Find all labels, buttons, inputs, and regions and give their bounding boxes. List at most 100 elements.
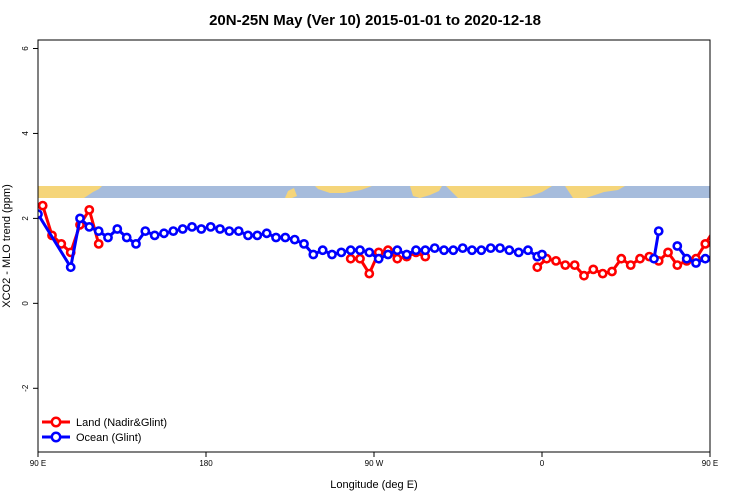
data-point [588, 264, 599, 275]
data-point [700, 239, 710, 249]
data-point [38, 200, 48, 211]
data-point [383, 249, 393, 260]
map-land-shape [506, 188, 518, 197]
data-point [560, 260, 571, 270]
data-point [700, 253, 710, 264]
data-point [579, 270, 589, 281]
data-point [392, 253, 403, 264]
data-point [261, 228, 272, 239]
data-point [681, 253, 692, 264]
data-point [495, 243, 505, 253]
data-point [504, 245, 515, 256]
data-point [373, 253, 384, 264]
data-point [720, 155, 727, 162]
series-line [535, 233, 710, 278]
map-land-shape [446, 186, 552, 198]
data-point [355, 253, 365, 264]
data-point [177, 224, 188, 234]
legend-item-land: Land (Nadir&Glint) [42, 416, 167, 429]
data-point [523, 245, 533, 256]
data-point [131, 238, 141, 249]
data-point [317, 245, 328, 256]
data-point [140, 226, 151, 236]
data-point [467, 245, 477, 256]
y-tick-label: 4 [21, 131, 30, 136]
data-point [168, 226, 179, 236]
data-point [625, 260, 636, 270]
data-point [252, 230, 263, 241]
data-point [476, 245, 487, 256]
x-axis-label: Longitude (deg E) [330, 479, 417, 491]
data-point [709, 246, 710, 250]
data-point [457, 243, 468, 253]
map-land-shape [410, 186, 442, 198]
data-point [513, 247, 524, 258]
data-point [401, 249, 412, 260]
data-point [616, 253, 627, 264]
data-point [159, 228, 169, 239]
data-point [429, 243, 440, 253]
map-strip [38, 186, 710, 198]
map-land-shape [285, 188, 297, 198]
data-point [653, 226, 664, 236]
data-point [411, 245, 421, 256]
map-land-shape [565, 186, 625, 198]
data-point [280, 232, 291, 243]
series-line [675, 244, 707, 265]
data-point [345, 245, 356, 256]
data-point [569, 260, 580, 270]
x-tick-label: 90 E [702, 459, 718, 468]
legend: Land (Nadir&Glint) Ocean (Glint) [42, 416, 167, 444]
data-point [121, 232, 132, 243]
data-point [439, 245, 449, 256]
data-point [224, 226, 235, 236]
data-point [187, 221, 197, 232]
chart-title: 20N-25N May (Ver 10) 2015-01-01 to 2020-… [209, 12, 541, 29]
x-tick-label: 90 W [365, 459, 384, 468]
data-point [730, 134, 737, 141]
data-point [663, 247, 673, 258]
data-point [205, 221, 216, 232]
data-point [271, 232, 281, 243]
x-axis: 90 E 180 90 W 0 90 E [30, 452, 718, 468]
data-point [215, 224, 225, 234]
data-point [299, 238, 309, 249]
data-point [392, 245, 403, 256]
map-land-shape [38, 186, 102, 198]
data-point [551, 255, 561, 266]
legend-land-label: Land (Nadir&Glint) [76, 417, 167, 429]
data-point [448, 245, 459, 256]
y-tick-label: 2 [21, 216, 30, 221]
series-0 [38, 134, 746, 281]
data-point [537, 249, 547, 260]
data-point [93, 226, 104, 236]
map-land-shape [315, 186, 372, 193]
data-point [532, 262, 543, 273]
data-point [84, 221, 95, 232]
data-point [103, 232, 113, 243]
data-point [739, 202, 746, 209]
data-point [364, 247, 375, 258]
x-tick-label: 0 [540, 459, 545, 468]
data-point [336, 247, 347, 258]
series-line [743, 187, 750, 268]
data-point [75, 213, 85, 224]
data-point [364, 268, 375, 279]
y-tick-label: 6 [21, 46, 30, 51]
y-axis: -2 0 2 4 6 [21, 46, 38, 392]
y-tick-label: 0 [21, 301, 30, 306]
data-point [485, 243, 496, 253]
data-point [744, 208, 750, 215]
series-layer [38, 134, 750, 281]
data-point [243, 230, 253, 241]
data-point [84, 204, 95, 215]
data-point [327, 249, 337, 260]
data-point [308, 249, 319, 260]
data-point [196, 224, 207, 234]
data-point [420, 245, 431, 256]
legend-ocean-label: Ocean (Glint) [76, 432, 141, 444]
data-point [112, 224, 123, 234]
data-point [649, 253, 659, 264]
legend-ocean-marker [50, 431, 62, 443]
